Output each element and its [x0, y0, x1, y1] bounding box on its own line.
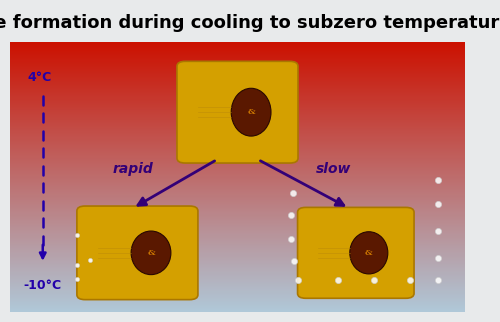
FancyBboxPatch shape	[77, 206, 198, 300]
Text: &: &	[365, 249, 372, 257]
Text: &: &	[248, 108, 255, 116]
Text: 4°C: 4°C	[28, 71, 52, 83]
FancyBboxPatch shape	[177, 61, 298, 163]
Text: -10°C: -10°C	[24, 279, 62, 292]
Ellipse shape	[350, 232, 388, 274]
Text: slow: slow	[316, 162, 350, 176]
Text: &: &	[147, 249, 155, 257]
Ellipse shape	[131, 231, 171, 275]
Text: Ice formation during cooling to subzero temperatures: Ice formation during cooling to subzero …	[0, 14, 500, 33]
Text: rapid: rapid	[112, 162, 153, 176]
Ellipse shape	[231, 88, 271, 136]
FancyBboxPatch shape	[298, 207, 414, 298]
